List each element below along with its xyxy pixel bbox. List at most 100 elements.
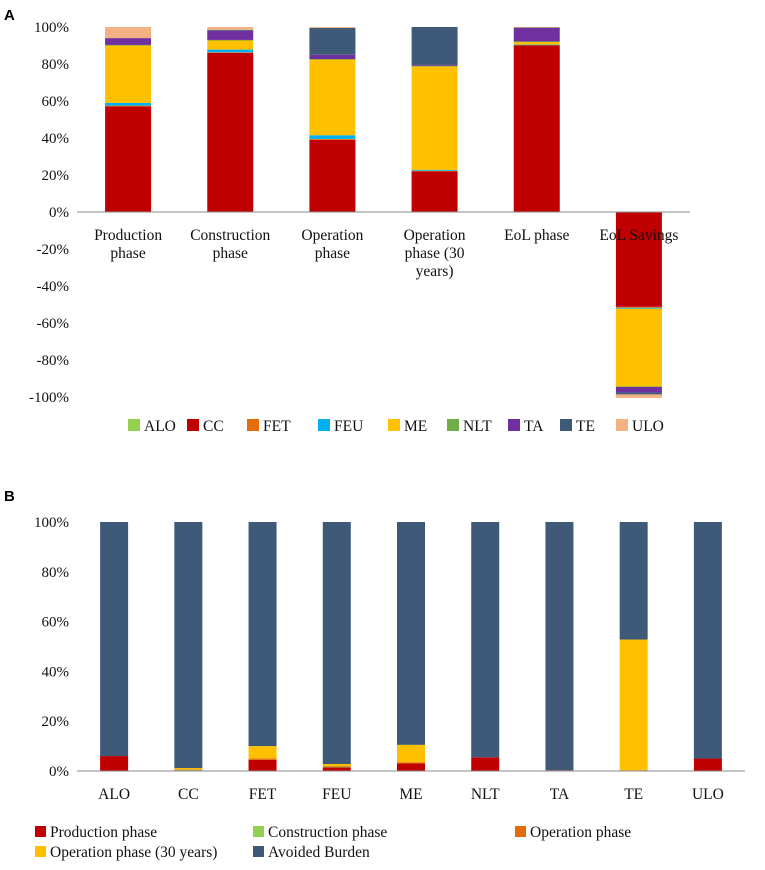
- panel-a-bar-production-phase-nlt: [105, 44, 152, 46]
- panel-b-category-label: FET: [249, 786, 277, 803]
- panel-b-legend-item[interactable]: Construction phase: [253, 824, 387, 841]
- panel-a-legend-swatch: [187, 419, 199, 431]
- panel-a-legend-item[interactable]: NLT: [447, 418, 492, 435]
- panel-b-bar-cc-construction-phase: [174, 769, 203, 771]
- panel-b-ytick-label: 20%: [42, 714, 70, 730]
- panel-a-bar-production-phase-ulo: [105, 27, 152, 39]
- panel-a-legend-item[interactable]: TA: [508, 418, 544, 435]
- panel-a-bar-eol-phase-fet: [513, 44, 560, 46]
- panel-b-bar-te-avoided-burden: [619, 522, 648, 640]
- panel-a-category-label: EoL phase: [504, 227, 569, 244]
- panel-b-bar-nlt-production-phase: [471, 757, 500, 771]
- panel-a-bar-eol-savings-me: [615, 308, 662, 387]
- panel-a-bar-eol-phase-feu: [513, 44, 560, 46]
- panel-a-legend-label: TE: [576, 418, 595, 435]
- panel-a-bar-eol-savings-ta: [615, 387, 662, 393]
- panel-a-bar-operation-phase-30-years-feu: [411, 169, 458, 171]
- panel-b-bar-feu-operation-phase: [322, 766, 351, 767]
- panel-b-legend-item[interactable]: Operation phase: [515, 824, 631, 841]
- panel-b-ytick-label: 60%: [42, 615, 70, 631]
- panel-a-ytick-label: -40%: [37, 279, 70, 295]
- panel-b-bar-nlt-avoided-burden: [471, 522, 500, 758]
- panel-b-category-label: CC: [178, 786, 199, 803]
- panel-a-legend-item[interactable]: ALO: [128, 418, 176, 435]
- panel-a-bar-construction-phase-ulo: [207, 27, 254, 30]
- panel-b-bar-ta-avoided-burden: [545, 522, 574, 771]
- panel-b-bar-feu-construction-phase: [322, 766, 351, 768]
- panel-a-bar-operation-phase-30-years-nlt: [411, 65, 458, 67]
- panel-b-bar-te-operation-phase-30-years: [619, 639, 648, 771]
- panel-a-legend-item[interactable]: CC: [187, 418, 224, 435]
- panel-a-bar-production-phase-ta: [105, 38, 152, 45]
- panel-b-legend-item[interactable]: Avoided Burden: [253, 844, 370, 861]
- panel-a-bar-construction-phase-ta: [207, 30, 254, 40]
- panel-a-legend-item[interactable]: TE: [560, 418, 595, 435]
- panel-a-legend-label: TA: [524, 418, 544, 435]
- panel-a-bar-operation-phase-ulo: [309, 27, 356, 28]
- panel-a-ytick-label: -100%: [29, 390, 69, 406]
- chart-panel-b: 100% 80% 60% 40% 20% 0% ALO CC FET FEU ME NLT TA TE UL…: [34, 515, 745, 861]
- panel-b-bar-ulo-production-phase: [693, 758, 722, 771]
- panel-a-ytick-label: 0%: [49, 205, 69, 221]
- panel-b-legend-label: Avoided Burden: [268, 844, 370, 861]
- panel-b-bar-me-production-phase: [397, 763, 425, 771]
- panel-a-bar-operation-phase-30-years-fet: [411, 170, 458, 172]
- panel-b-ytick-label: 0%: [49, 764, 69, 780]
- panel-b-bar-feu-avoided-burden: [322, 522, 351, 765]
- panel-a-bar-operation-phase-fet: [309, 138, 356, 140]
- panel-a-bar-production-phase-me: [105, 45, 152, 103]
- panel-a-legend-item[interactable]: FEU: [318, 418, 363, 435]
- panel-a-legend-swatch: [560, 419, 572, 431]
- panel-a-bar-operation-phase-30-years-te: [411, 27, 458, 65]
- panel-a-legend-item[interactable]: FET: [247, 418, 291, 435]
- panel-b-bar-fet-production-phase: [248, 759, 277, 771]
- panel-a-legend-label: ALO: [144, 418, 176, 435]
- panel-a-ytick-label: -60%: [37, 316, 70, 332]
- panel-b-ytick-label: 80%: [42, 565, 70, 581]
- panel-b-legend-swatch: [35, 826, 46, 837]
- panel-b-legend-item[interactable]: Operation phase (30 years): [35, 844, 217, 861]
- panel-a-legend-label: ME: [404, 418, 427, 435]
- panel-a-bar-operation-phase-te: [309, 27, 356, 55]
- panel-a-bar-production-phase-cc: [105, 106, 152, 212]
- panel-b-bar-me-avoided-burden: [397, 522, 425, 745]
- panel-b-bar-feu-production-phase: [322, 767, 351, 771]
- panel-a-ytick-label: 20%: [42, 168, 70, 184]
- panel-a-bar-construction-phase-feu: [207, 49, 254, 53]
- panel-b-legend-swatch: [35, 846, 46, 857]
- panel-a-category-label: Operation phase: [301, 227, 363, 262]
- panel-a-bar-operation-phase-feu: [309, 135, 356, 139]
- panel-a-legend-swatch: [247, 419, 259, 431]
- panel-a-bar-production-phase-fet: [105, 105, 152, 107]
- panel-b-bar-alo-production-phase: [100, 756, 129, 771]
- panel-a-bar-eol-savings-ulo: [615, 394, 662, 398]
- panel-a-legend-swatch: [447, 419, 459, 431]
- panel-b-bar-fet-operation-phase-30-years: [248, 746, 277, 759]
- panel-a-ytick-label: 40%: [42, 131, 70, 147]
- panel-a-bar-eol-phase-cc: [513, 45, 560, 212]
- panel-a-bar-operation-phase-30-years-ta: [411, 64, 458, 66]
- panel-a-bar-eol-phase-nlt: [513, 41, 560, 43]
- panel-b-legend-swatch: [253, 846, 264, 857]
- panel-a-bar-eol-savings-cc: [615, 212, 662, 307]
- panel-b-bar-cc-operation-phase-30-years: [174, 768, 203, 770]
- panel-b-legend-label: Operation phase (30 years): [50, 844, 217, 861]
- panel-a-legend-label: FEU: [334, 418, 363, 435]
- panel-a-bar-construction-phase-te: [207, 29, 254, 31]
- panel-b-bar-feu-operation-phase-30-years: [322, 764, 351, 767]
- panel-a-legend-label: FET: [263, 418, 291, 435]
- panel-a-legend-item[interactable]: ULO: [616, 418, 664, 435]
- panel-a-bar-operation-phase-nlt: [309, 59, 356, 60]
- panel-a-bar-eol-savings-feu: [615, 307, 662, 309]
- panel-a-bar-construction-phase-fet: [207, 52, 254, 53]
- panel-b-legend-item[interactable]: Production phase: [35, 824, 157, 841]
- panel-a-legend-item[interactable]: ME: [388, 418, 427, 435]
- panel-b-category-label: TA: [550, 786, 570, 803]
- panel-a-legend-label: NLT: [463, 418, 492, 435]
- panel-b-bar-alo-avoided-burden: [100, 522, 129, 757]
- panel-a-ytick-label: -20%: [37, 242, 70, 258]
- panel-a-bar-production-phase-feu: [105, 102, 152, 106]
- panel-a-bar-operation-phase-me: [309, 59, 356, 136]
- panel-b-category-label: TE: [624, 786, 643, 803]
